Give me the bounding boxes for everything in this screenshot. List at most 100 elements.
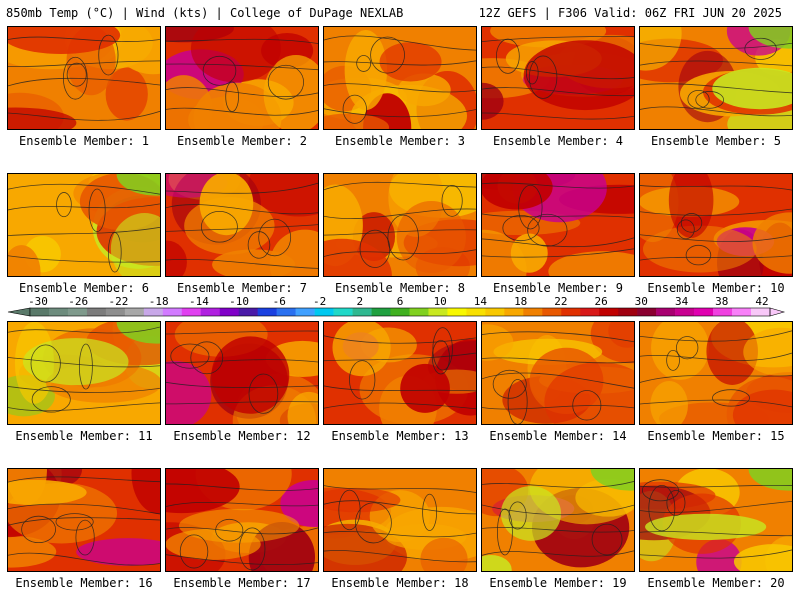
colorbar-segment xyxy=(523,308,543,316)
colorbar-tick-label: 38 xyxy=(715,296,728,308)
colorbar-segment xyxy=(276,308,296,316)
ensemble-member-label: Ensemble Member: 19 xyxy=(489,576,627,590)
ensemble-member-map xyxy=(7,468,161,572)
colorbar-segment xyxy=(162,308,183,316)
colorbar-segment xyxy=(295,308,315,316)
colorbar-tick-label: 30 xyxy=(635,296,648,308)
ensemble-member-map xyxy=(323,468,477,572)
temperature-field xyxy=(8,27,160,129)
ensemble-member-map xyxy=(639,26,793,130)
temperature-field xyxy=(324,322,476,424)
ensemble-member-label: Ensemble Member: 4 xyxy=(492,134,624,148)
ensemble-member-label: Ensemble Member: 1 xyxy=(18,134,150,148)
temperature-colorbar: -30 -26 -22 -18 -14 -10 -6 -2 2 6 10 14 18 22 26 30 34 38… xyxy=(0,296,800,318)
colorbar-segment xyxy=(447,308,467,316)
colorbar-tick-label: -26 xyxy=(68,296,88,308)
temperature-field xyxy=(8,174,160,276)
colorbar-segment xyxy=(105,308,126,316)
ensemble-member-map xyxy=(323,26,477,130)
colorbar-segment xyxy=(618,308,638,316)
colorbar-segment xyxy=(561,308,581,316)
ensemble-member-label: Ensemble Member: 10 xyxy=(647,281,785,295)
ensemble-member-label: Ensemble Member: 13 xyxy=(331,429,469,443)
temperature-field xyxy=(640,27,792,129)
ensemble-member-label: Ensemble Member: 16 xyxy=(15,576,153,590)
colorbar-segment xyxy=(466,308,486,316)
colorbar-tick-label: 14 xyxy=(474,296,488,308)
ensemble-member-map xyxy=(481,173,635,277)
colorbar-segment xyxy=(352,308,372,316)
temperature-field xyxy=(8,322,160,424)
colorbar-segment xyxy=(732,308,752,316)
ensemble-member-label: Ensemble Member: 15 xyxy=(647,429,785,443)
colorbar-segment xyxy=(485,308,505,316)
temperature-field xyxy=(482,27,634,129)
ensemble-member-label: Ensemble Member: 2 xyxy=(176,134,308,148)
colorbar-left-arrow xyxy=(7,307,31,317)
ensemble-member-map xyxy=(7,173,161,277)
ensemble-member-label: Ensemble Member: 20 xyxy=(647,576,785,590)
colorbar-tick-label: 10 xyxy=(434,296,447,308)
colorbar-tick-label: -30 xyxy=(28,296,48,308)
colorbar-tick-label: 6 xyxy=(397,296,404,308)
colorbar-tick-label: 2 xyxy=(356,296,363,308)
ensemble-member-map xyxy=(323,173,477,277)
colorbar-tick-label: 42 xyxy=(755,296,768,308)
ensemble-member-label: Ensemble Member: 18 xyxy=(331,576,469,590)
colorbar-segment xyxy=(238,308,258,316)
colorbar-segment xyxy=(200,308,221,316)
ensemble-member-label: Ensemble Member: 9 xyxy=(492,281,624,295)
ensemble-member-map xyxy=(481,468,635,572)
ensemble-member-label: Ensemble Member: 6 xyxy=(18,281,150,295)
colorbar-tick-label: 26 xyxy=(594,296,607,308)
colorbar-tick-label: -10 xyxy=(229,296,249,308)
colorbar-tick-label: -14 xyxy=(189,296,209,308)
ensemble-member-map xyxy=(639,468,793,572)
colorbar-tick-label: -18 xyxy=(149,296,169,308)
colorbar-segment xyxy=(314,308,334,316)
colorbar-segment xyxy=(333,308,353,316)
colorbar-segment xyxy=(542,308,562,316)
temperature-field xyxy=(166,27,318,129)
ensemble-member-map xyxy=(165,321,319,425)
run-valid-time: 12Z GEFS | F306 Valid: 06Z FRI JUN 20 20… xyxy=(478,6,782,20)
colorbar-segment xyxy=(599,308,619,316)
temperature-field xyxy=(640,174,792,276)
colorbar-segment xyxy=(713,308,733,316)
ensemble-member-label: Ensemble Member: 14 xyxy=(489,429,627,443)
temperature-field xyxy=(8,469,160,571)
ensemble-member-label: Ensemble Member: 3 xyxy=(334,134,466,148)
colorbar-segment xyxy=(675,308,695,316)
colorbar-segment xyxy=(67,308,88,316)
colorbar-segment xyxy=(371,308,391,316)
colorbar-segment xyxy=(143,308,164,316)
colorbar-segment xyxy=(428,308,448,316)
ensemble-member-map xyxy=(323,321,477,425)
colorbar-segment xyxy=(409,308,429,316)
ensemble-member-label: Ensemble Member: 17 xyxy=(173,576,311,590)
ensemble-member-label: Ensemble Member: 11 xyxy=(15,429,153,443)
colorbar-segment xyxy=(86,308,107,316)
colorbar-segment xyxy=(656,308,676,316)
colorbar-right-arrow xyxy=(769,307,786,317)
temperature-field xyxy=(482,322,634,424)
colorbar-tick-label: -2 xyxy=(313,296,326,308)
colorbar-tick-label: 34 xyxy=(675,296,689,308)
colorbar-segment xyxy=(390,308,410,316)
ensemble-member-map xyxy=(165,173,319,277)
colorbar-tick-label: -22 xyxy=(108,296,128,308)
ensemble-member-map xyxy=(165,468,319,572)
temperature-field xyxy=(166,469,318,571)
colorbar-segment xyxy=(257,308,277,316)
colorbar-segment xyxy=(637,308,657,316)
colorbar-segment xyxy=(48,308,69,316)
temperature-field xyxy=(482,174,634,276)
colorbar-tick-label: 18 xyxy=(514,296,527,308)
ensemble-member-map xyxy=(165,26,319,130)
temperature-field xyxy=(324,174,476,276)
ensemble-member-map xyxy=(7,321,161,425)
colorbar-segment xyxy=(219,308,240,316)
ensemble-member-map xyxy=(481,26,635,130)
colorbar-tick-label: 22 xyxy=(554,296,567,308)
temperature-field xyxy=(324,469,476,571)
